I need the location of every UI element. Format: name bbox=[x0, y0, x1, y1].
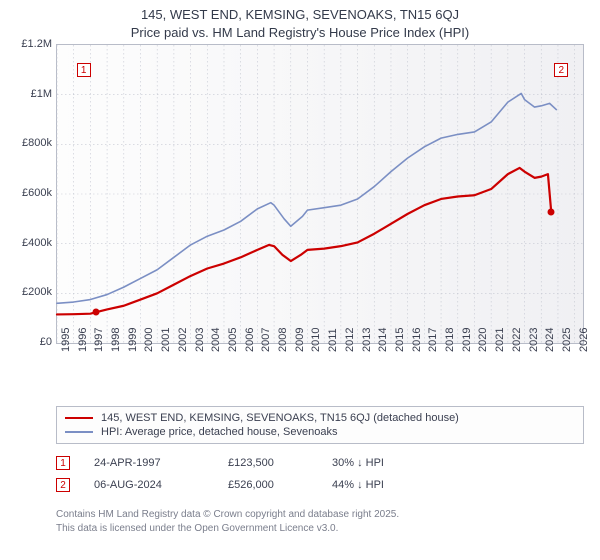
y-tick-label: £200k bbox=[22, 286, 52, 298]
x-tick-label: 2005 bbox=[227, 328, 239, 352]
transaction-row: 1 24-APR-1997 £123,500 30% ↓ HPI bbox=[56, 452, 584, 474]
transaction-marker-label: 2 bbox=[554, 63, 568, 77]
grid-and-lines-svg bbox=[57, 45, 583, 343]
x-tick-label: 2023 bbox=[528, 328, 540, 352]
transaction-marker-ref: 2 bbox=[56, 478, 70, 492]
footer-line-2: This data is licensed under the Open Gov… bbox=[56, 522, 584, 536]
x-tick-label: 2010 bbox=[310, 328, 322, 352]
x-tick-label: 2019 bbox=[461, 328, 473, 352]
y-tick-label: £800k bbox=[22, 137, 52, 149]
x-tick-label: 2022 bbox=[511, 328, 523, 352]
transaction-marker-ref: 1 bbox=[56, 456, 70, 470]
x-tick-label: 1997 bbox=[93, 328, 105, 352]
transaction-table: 1 24-APR-1997 £123,500 30% ↓ HPI 2 06-AUG-202… bbox=[56, 452, 584, 496]
title-line-1: 145, WEST END, KEMSING, SEVENOAKS, TN15 … bbox=[0, 6, 600, 24]
legend-swatch bbox=[65, 431, 93, 433]
x-tick-label: 2011 bbox=[327, 328, 339, 352]
transaction-price: £526,000 bbox=[228, 479, 308, 491]
transaction-vs-hpi: 30% ↓ HPI bbox=[332, 457, 432, 469]
chart-title: 145, WEST END, KEMSING, SEVENOAKS, TN15 … bbox=[0, 0, 600, 41]
x-tick-label: 1999 bbox=[127, 328, 139, 352]
y-tick-label: £1.2M bbox=[21, 38, 52, 50]
x-tick-label: 2020 bbox=[477, 328, 489, 352]
transaction-price: £123,500 bbox=[228, 457, 308, 469]
transaction-date: 24-APR-1997 bbox=[94, 457, 204, 469]
x-tick-label: 2026 bbox=[578, 328, 590, 352]
x-tick-label: 2021 bbox=[494, 328, 506, 352]
x-tick-label: 2015 bbox=[394, 328, 406, 352]
x-tick-label: 2003 bbox=[194, 328, 206, 352]
x-tick-label: 2018 bbox=[444, 328, 456, 352]
x-tick-label: 2009 bbox=[294, 328, 306, 352]
transaction-marker-dot bbox=[548, 209, 555, 216]
x-tick-label: 2007 bbox=[260, 328, 272, 352]
attribution-footer: Contains HM Land Registry data © Crown c… bbox=[56, 508, 584, 535]
x-tick-label: 1995 bbox=[60, 328, 72, 352]
x-tick-label: 2006 bbox=[244, 328, 256, 352]
x-tick-label: 1996 bbox=[77, 328, 89, 352]
plot-area: 12 bbox=[56, 44, 584, 344]
x-tick-label: 2012 bbox=[344, 328, 356, 352]
x-tick-label: 2013 bbox=[361, 328, 373, 352]
legend-row: 145, WEST END, KEMSING, SEVENOAKS, TN15 … bbox=[65, 411, 575, 425]
transaction-vs-hpi: 44% ↓ HPI bbox=[332, 479, 432, 491]
x-tick-label: 2024 bbox=[544, 328, 556, 352]
x-tick-label: 2017 bbox=[427, 328, 439, 352]
chart-area: 12 £0£200k£400k£600k£800k£1M£1.2M1995199… bbox=[0, 44, 600, 404]
legend-box: 145, WEST END, KEMSING, SEVENOAKS, TN15 … bbox=[56, 406, 584, 444]
transaction-marker-label: 1 bbox=[77, 63, 91, 77]
x-tick-label: 2016 bbox=[411, 328, 423, 352]
transaction-marker-dot bbox=[92, 309, 99, 316]
x-tick-label: 2014 bbox=[377, 328, 389, 352]
transaction-row: 2 06-AUG-2024 £526,000 44% ↓ HPI bbox=[56, 474, 584, 496]
y-tick-label: £400k bbox=[22, 237, 52, 249]
y-tick-label: £0 bbox=[40, 336, 52, 348]
footer-line-1: Contains HM Land Registry data © Crown c… bbox=[56, 508, 584, 522]
legend-label: 145, WEST END, KEMSING, SEVENOAKS, TN15 … bbox=[101, 412, 459, 424]
title-line-2: Price paid vs. HM Land Registry's House … bbox=[0, 24, 600, 42]
x-tick-label: 2008 bbox=[277, 328, 289, 352]
legend-swatch bbox=[65, 417, 93, 420]
legend-label: HPI: Average price, detached house, Seve… bbox=[101, 426, 337, 438]
transaction-date: 06-AUG-2024 bbox=[94, 479, 204, 491]
x-tick-label: 2000 bbox=[143, 328, 155, 352]
x-tick-label: 2002 bbox=[177, 328, 189, 352]
legend-row: HPI: Average price, detached house, Seve… bbox=[65, 425, 575, 439]
x-tick-label: 1998 bbox=[110, 328, 122, 352]
x-tick-label: 2025 bbox=[561, 328, 573, 352]
x-tick-label: 2004 bbox=[210, 328, 222, 352]
y-tick-label: £1M bbox=[31, 88, 52, 100]
x-tick-label: 2001 bbox=[160, 328, 172, 352]
chart-container: 145, WEST END, KEMSING, SEVENOAKS, TN15 … bbox=[0, 0, 600, 560]
y-tick-label: £600k bbox=[22, 187, 52, 199]
